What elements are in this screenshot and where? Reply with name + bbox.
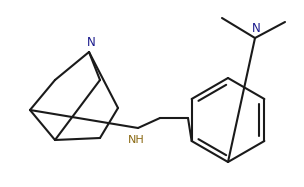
Text: NH: NH bbox=[128, 135, 144, 145]
Text: N: N bbox=[87, 36, 95, 49]
Text: N: N bbox=[252, 22, 260, 35]
